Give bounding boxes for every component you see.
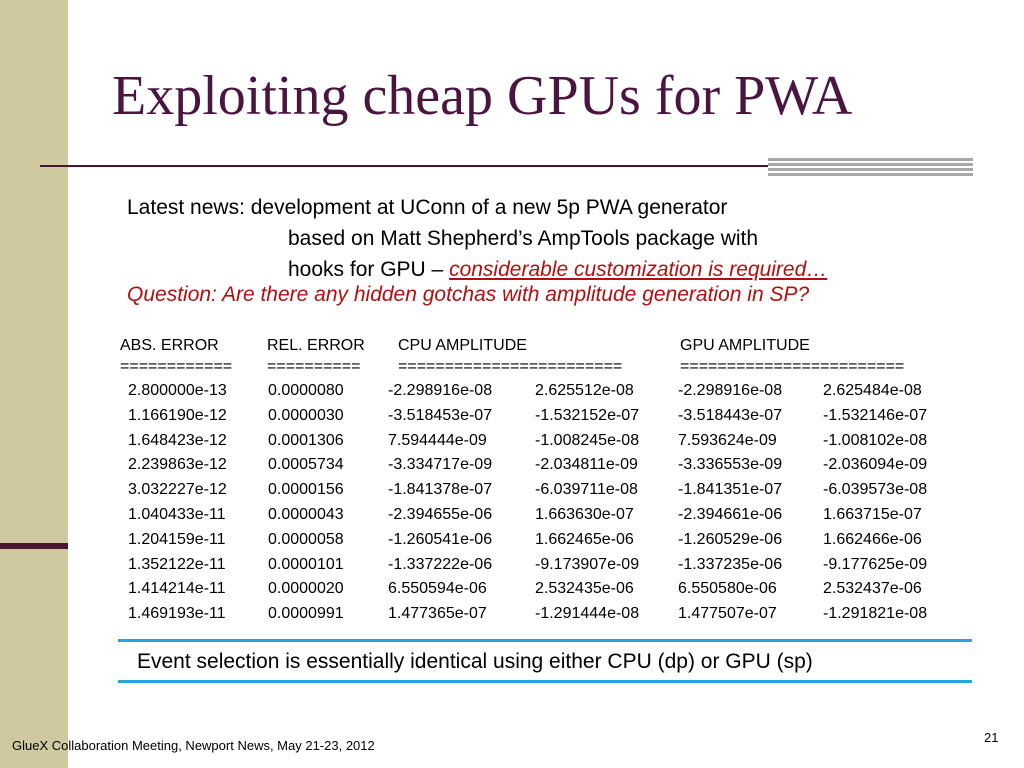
table-cell: -3.518443e-07 bbox=[678, 406, 783, 424]
table-cell: 0.0000156 bbox=[268, 481, 344, 499]
table-cell: 1.477507e-07 bbox=[678, 605, 777, 623]
question-text: Question: Are there any hidden gotchas w… bbox=[127, 283, 810, 306]
table-cell: 2.532435e-06 bbox=[535, 580, 634, 598]
table-cell: -1.008102e-08 bbox=[823, 431, 928, 449]
page-number: 21 bbox=[984, 730, 999, 745]
table-cell: -3.518453e-07 bbox=[388, 406, 493, 424]
table-cell: -1.532146e-07 bbox=[823, 406, 928, 424]
table-cell: -1.291821e-08 bbox=[823, 605, 928, 623]
header-rel-error: REL. ERROR bbox=[267, 337, 365, 354]
table-cell: 0.0000043 bbox=[268, 506, 344, 523]
table-cell: -1.260541e-06 bbox=[388, 530, 493, 548]
separator-cpu: ======================== bbox=[398, 358, 623, 375]
slide-title: Exploiting cheap GPUs for PWA bbox=[112, 65, 853, 127]
table-cell: 2.800000e-13 bbox=[128, 382, 227, 399]
table-cell: -2.394661e-06 bbox=[678, 506, 783, 523]
table-cell: 6.550594e-06 bbox=[388, 580, 487, 598]
table-cell: 1.040433e-11 bbox=[128, 506, 226, 523]
table-cell: -3.336553e-09 bbox=[678, 456, 783, 474]
table-cell: 0.0000058 bbox=[268, 530, 344, 548]
table-cell: -6.039711e-08 bbox=[535, 481, 638, 499]
table-cell: 6.550580e-06 bbox=[678, 580, 777, 598]
table-cell: 1.414214e-11 bbox=[128, 580, 226, 598]
table-cell: 3.032227e-12 bbox=[128, 481, 227, 499]
table-cell: 0.0001306 bbox=[268, 431, 344, 449]
table-cell: 1.648423e-12 bbox=[128, 431, 227, 449]
table-cell: 7.593624e-09 bbox=[678, 431, 777, 449]
table-cell: -1.841378e-07 bbox=[388, 481, 493, 499]
side-band bbox=[0, 0, 68, 768]
table-cell: 1.469193e-11 bbox=[128, 605, 226, 623]
title-rule bbox=[40, 165, 770, 167]
title-rule-hatch bbox=[768, 158, 973, 176]
table-cell: -2.034811e-09 bbox=[535, 456, 638, 474]
header-abs-error: ABS. ERROR bbox=[120, 337, 219, 354]
news-line-3: hooks for GPU – considerable customizati… bbox=[127, 254, 827, 285]
summary-text: Event selection is essentially identical… bbox=[137, 650, 813, 673]
side-band-accent bbox=[0, 543, 68, 549]
news-line-1: Latest news: development at UConn of a n… bbox=[127, 196, 728, 219]
table-cell: 2.239863e-12 bbox=[128, 456, 227, 474]
table-cell: -9.173907e-09 bbox=[535, 555, 640, 573]
summary-bottom-rule bbox=[118, 680, 972, 683]
table-cell: 7.594444e-09 bbox=[388, 431, 487, 449]
news-block: Latest news: development at UConn of a n… bbox=[127, 192, 827, 285]
table-cell: 1.663715e-07 bbox=[823, 506, 922, 523]
separator-rel: ========== bbox=[267, 358, 361, 375]
table-cell: -1.532152e-07 bbox=[535, 406, 640, 424]
table-cell: 0.0000080 bbox=[268, 382, 344, 399]
table-cell: 1.663630e-07 bbox=[535, 506, 634, 523]
separator-abs: ============ bbox=[120, 358, 233, 375]
table-cell: -1.260529e-06 bbox=[678, 530, 783, 548]
news-line-2: based on Matt Shepherd’s AmpTools packag… bbox=[288, 227, 759, 250]
table-cell: -1.841351e-07 bbox=[678, 481, 783, 499]
table-cell: 2.625484e-08 bbox=[823, 382, 922, 399]
footer-text: GlueX Collaboration Meeting, Newport New… bbox=[12, 738, 375, 753]
news-line-3-prefix: hooks for GPU – bbox=[288, 258, 450, 281]
table-cell: -1.337235e-06 bbox=[678, 555, 783, 573]
table-cell: -1.291444e-08 bbox=[535, 605, 640, 623]
table-cell: 1.662465e-06 bbox=[535, 530, 634, 548]
table-cell: -1.008245e-08 bbox=[535, 431, 640, 449]
table-cell: -2.036094e-09 bbox=[823, 456, 928, 474]
separator-gpu: ======================== bbox=[680, 358, 905, 375]
table-cell: -9.177625e-09 bbox=[823, 555, 928, 573]
table-cell: -1.337222e-06 bbox=[388, 555, 493, 573]
header-gpu-amplitude: GPU AMPLITUDE bbox=[680, 337, 810, 354]
table-cell: -2.394655e-06 bbox=[388, 506, 493, 523]
news-emphasis: considerable customization is required… bbox=[449, 258, 828, 281]
table-cell: 1.166190e-12 bbox=[128, 406, 227, 424]
table-cell: 2.625512e-08 bbox=[535, 382, 634, 399]
table-cell: 0.0000020 bbox=[268, 580, 344, 598]
summary-top-rule bbox=[118, 639, 972, 642]
table-cell: 0.0000030 bbox=[268, 406, 344, 424]
table-cell: 1.662466e-06 bbox=[823, 530, 922, 548]
header-cpu-amplitude: CPU AMPLITUDE bbox=[398, 337, 527, 354]
table-cell: 2.532437e-06 bbox=[823, 580, 922, 598]
table-cell: 0.0005734 bbox=[268, 456, 344, 474]
table-cell: 1.352122e-11 bbox=[128, 555, 226, 573]
table-cell: -2.298916e-08 bbox=[388, 382, 493, 399]
table-cell: 1.204159e-11 bbox=[128, 530, 226, 548]
table-cell: -2.298916e-08 bbox=[678, 382, 783, 399]
table-cell: -3.334717e-09 bbox=[388, 456, 493, 474]
table-cell: -6.039573e-08 bbox=[823, 481, 928, 499]
table-cell: 0.0000101 bbox=[268, 555, 344, 573]
table-cell: 1.477365e-07 bbox=[388, 605, 487, 623]
table-cell: 0.0000991 bbox=[268, 605, 344, 623]
